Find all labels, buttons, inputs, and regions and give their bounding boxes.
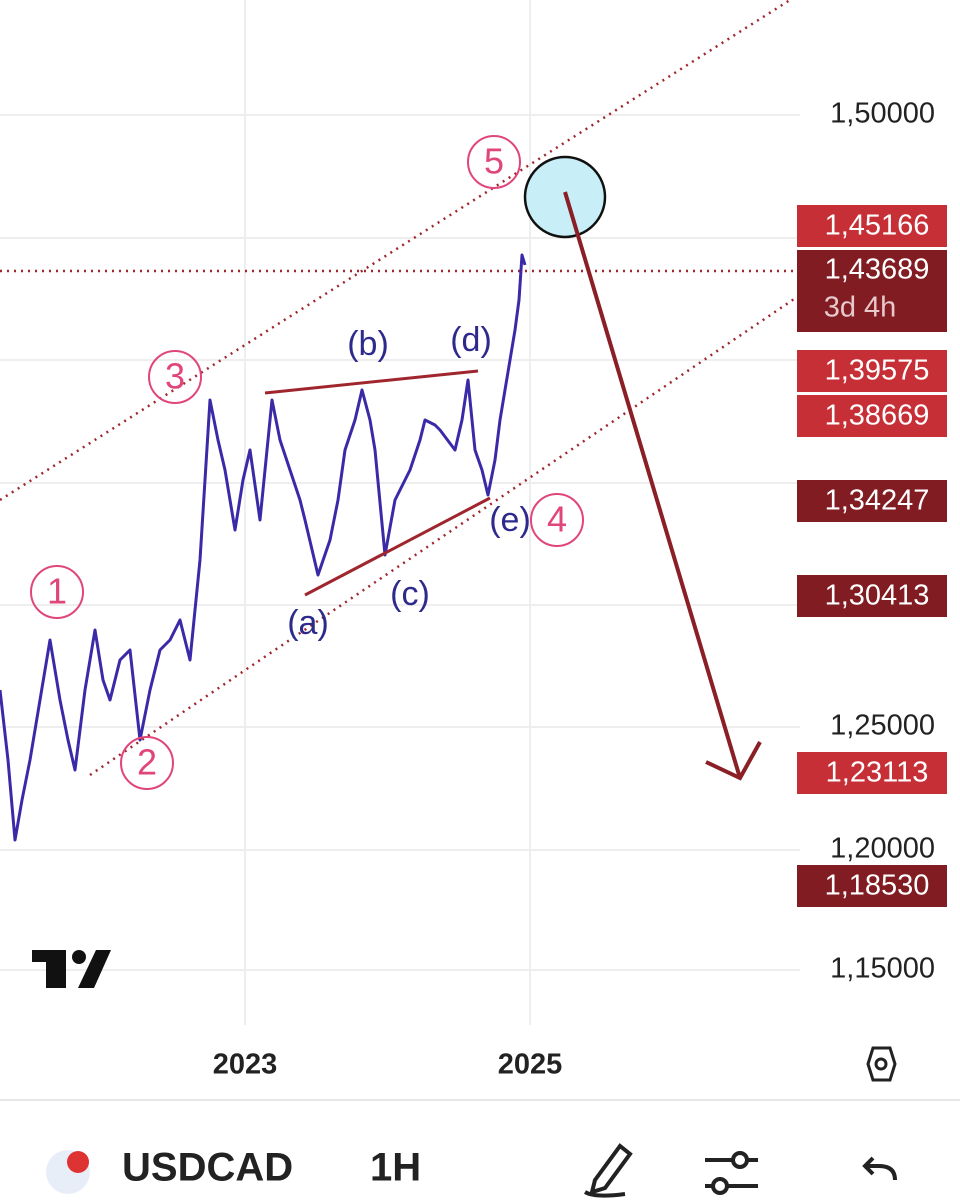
forecast-arrow [563,191,762,781]
wave-labels [30,135,584,790]
wave-label: 3 [165,356,185,397]
price-axis-label: 1,20000 [830,833,935,865]
subwave-label: (c) [390,575,430,613]
price-tag: 1,38669 [825,400,930,432]
price-axis-label: 1,50000 [830,98,935,130]
symbol-button[interactable]: USDCAD [122,1146,293,1190]
settings-icon [874,1057,888,1071]
symbol-flag-overlay [67,1151,89,1173]
channel-upper [0,0,791,502]
price-tag: 1,23113 [826,757,929,789]
countdown: 3d 4h [824,292,897,324]
draw-button[interactable] [583,1143,633,1198]
price-tag: 1,34247 [825,485,930,517]
wave-label: 4 [547,499,567,540]
undo-button[interactable] [862,1156,897,1181]
wave-label: 2 [137,742,157,783]
grid [0,0,800,1025]
price-axis-label: 1,25000 [830,710,935,742]
price-tags [797,205,947,907]
price-tag: 1,43689 [825,254,930,286]
subwave-label: (b) [347,325,389,363]
subwave-label: (a) [287,604,329,642]
price-tag: 1,45166 [825,210,930,242]
interval-button[interactable]: 1H [370,1146,421,1190]
triangle-bottom [304,496,491,597]
channel-lower [89,293,801,777]
logo [32,950,111,988]
wave-label: 1 [47,571,67,612]
subwave-label: (e) [489,501,531,539]
time-axis-label: 2025 [498,1049,563,1081]
price-axis-label: 1,15000 [830,953,935,985]
price-tag: 1,18530 [825,870,930,902]
subwave-label: (d) [450,321,492,359]
wave-label: 5 [484,141,504,182]
price-tag: 1,39575 [825,355,930,387]
time-axis-label: 2023 [213,1049,278,1081]
triangle-top [264,369,479,395]
indicators-button[interactable] [705,1151,758,1195]
price-tag: 1,30413 [825,580,930,612]
price-path [0,253,527,842]
settings-button[interactable] [866,1046,897,1082]
